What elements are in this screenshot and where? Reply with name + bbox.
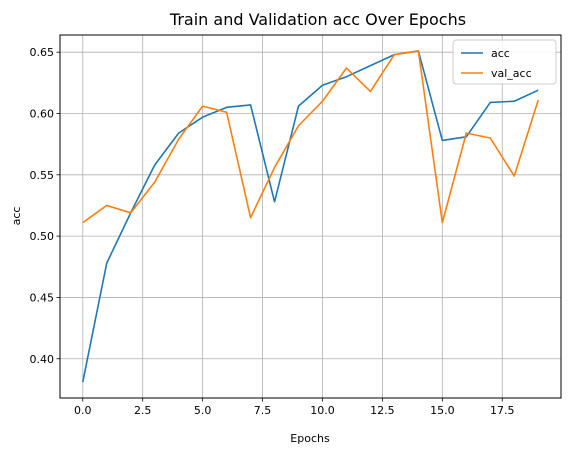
x-tick-label: 17.5 [490,404,515,417]
y-tick-label: 0.55 [30,169,55,182]
x-tick-label: 12.5 [370,404,395,417]
y-axis: 0.40 0.45 0.50 0.55 0.60 0.65 [30,46,60,366]
y-tick-label: 0.65 [30,46,55,59]
x-axis-label: Epochs [290,432,330,445]
x-axis: 0.0 2.5 5.0 7.5 10.0 12.5 15.0 17.5 [74,398,515,417]
y-tick-label: 0.60 [30,107,55,120]
legend-label-acc: acc [491,47,510,60]
x-tick-label: 7.5 [254,404,272,417]
series-group [81,50,539,383]
grid [60,35,561,398]
x-tick-label: 10.0 [310,404,335,417]
y-tick-label: 0.40 [30,353,55,366]
legend-label-val-acc: val_acc [491,67,532,80]
x-tick-label: 5.0 [194,404,212,417]
y-tick-label: 0.50 [30,230,55,243]
x-tick-label: 15.0 [430,404,455,417]
series-line-acc [81,50,539,383]
y-tick-label: 0.45 [30,291,55,304]
y-axis-label: acc [10,207,23,226]
chart-title: Train and Validation acc Over Epochs [169,10,466,29]
series-line-val-acc [82,50,539,224]
legend: acc val_acc [452,39,557,85]
x-tick-label: 0.0 [74,404,92,417]
x-tick-label: 2.5 [134,404,152,417]
plot-frame [59,34,562,399]
